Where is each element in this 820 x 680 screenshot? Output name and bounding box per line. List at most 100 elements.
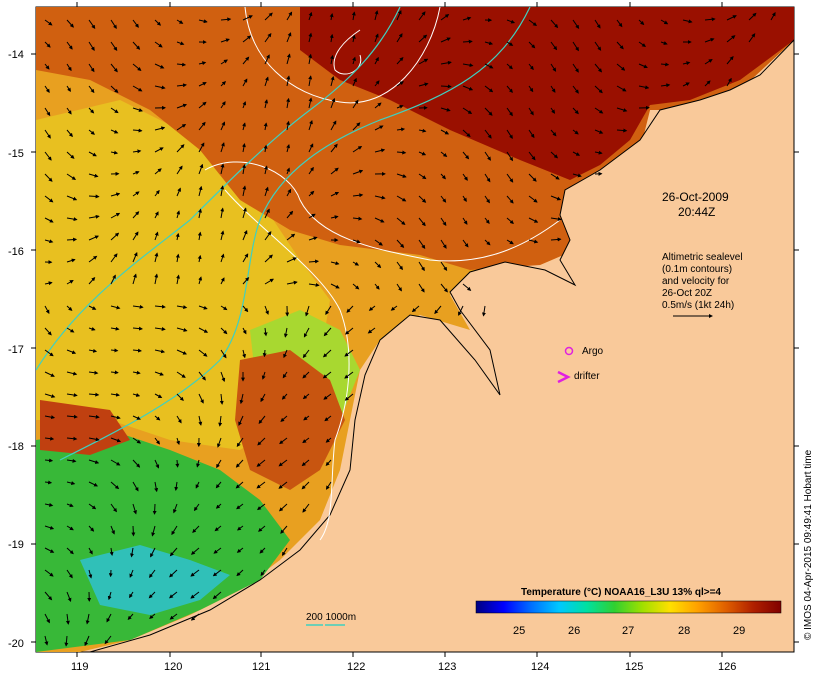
velocity-arrow	[154, 41, 163, 48]
velocity-arrow	[330, 76, 335, 87]
velocity-arrow	[130, 547, 134, 558]
velocity-arrow	[242, 56, 250, 65]
velocity-arrow	[88, 569, 93, 579]
velocity-arrow	[462, 107, 473, 114]
velocity-arrow	[176, 393, 184, 402]
velocity-arrow	[682, 82, 690, 87]
velocity-arrow	[218, 415, 223, 427]
velocity-arrow	[220, 349, 227, 359]
velocity-arrow	[66, 503, 74, 508]
velocity-arrow	[506, 41, 514, 46]
velocity-arrow	[175, 459, 180, 468]
velocity-arrow	[154, 85, 166, 90]
velocity-arrow	[132, 251, 138, 263]
colorbar-tick-label: 28	[678, 625, 690, 637]
velocity-arrow	[396, 283, 402, 292]
velocity-arrow	[198, 142, 205, 153]
velocity-arrow	[440, 261, 448, 272]
velocity-arrow	[242, 349, 247, 359]
velocity-arrow	[396, 104, 404, 109]
velocity-arrow	[44, 591, 53, 601]
velocity-arrow	[44, 349, 54, 357]
axis-ticks	[31, 2, 799, 657]
velocity-arrow	[220, 277, 225, 285]
velocity-arrow	[66, 458, 77, 463]
velocity-arrow	[44, 569, 54, 577]
velocity-arrow	[462, 217, 468, 225]
velocity-arrow	[374, 56, 379, 65]
velocity-arrow	[84, 635, 90, 647]
velocity-arrow	[481, 305, 486, 317]
sealevel-contour-4	[333, 29, 362, 75]
velocity-arrow	[169, 547, 178, 557]
velocity-arrow	[66, 393, 78, 398]
velocity-arrow	[88, 276, 96, 285]
velocity-arrow	[462, 283, 472, 291]
velocity-arrow	[352, 261, 360, 266]
velocity-arrow	[44, 281, 53, 286]
velocity-arrow	[440, 84, 452, 89]
velocity-arrow	[44, 173, 53, 182]
velocity-arrow	[330, 143, 338, 153]
velocity-arrow	[330, 167, 339, 175]
velocity-arrow	[704, 17, 716, 22]
velocity-arrow	[264, 278, 274, 285]
velocity-arrow	[396, 217, 406, 226]
velocity-arrow	[213, 547, 222, 554]
velocity-arrow	[324, 415, 332, 422]
velocity-arrow	[198, 305, 208, 310]
velocity-arrow	[198, 101, 207, 109]
sea-region-warm-south	[235, 350, 345, 490]
velocity-arrow	[154, 63, 165, 69]
isobath-1000	[59, 7, 531, 461]
velocity-arrow	[286, 120, 290, 131]
velocity-arrow	[278, 459, 288, 467]
velocity-arrow	[281, 393, 288, 400]
velocity-arrow	[154, 189, 160, 197]
velocity-arrow	[396, 239, 405, 248]
colorbar-tick-label: 26	[568, 625, 580, 637]
velocity-arrow	[308, 166, 314, 175]
velocity-arrow	[286, 144, 291, 153]
velocity-arrow	[308, 11, 313, 21]
velocity-arrow	[528, 107, 534, 116]
velocity-arrow	[198, 61, 207, 66]
velocity-arrow	[192, 525, 200, 534]
lon-tick-label: 125	[625, 661, 643, 673]
velocity-arrow	[198, 393, 204, 404]
velocity-arrow	[258, 525, 266, 532]
velocity-arrow	[88, 481, 99, 487]
velocity-arrow	[127, 613, 134, 621]
velocity-arrow	[66, 63, 72, 72]
velocity-arrow	[550, 19, 559, 29]
velocity-arrow	[550, 151, 559, 159]
velocity-arrow	[278, 481, 288, 489]
velocity-arrow	[109, 547, 114, 556]
velocity-arrow	[172, 503, 178, 514]
velocity-arrow	[110, 525, 115, 535]
velocity-arrow	[104, 635, 112, 645]
velocity-arrow	[154, 231, 159, 241]
velocity-arrow	[374, 217, 385, 223]
velocity-arrow	[280, 525, 288, 534]
velocity-arrow	[220, 59, 228, 65]
velocity-arrow	[198, 185, 203, 197]
velocity-arrow	[169, 613, 178, 620]
velocity-arrow	[616, 128, 628, 133]
velocity-arrow	[374, 195, 386, 200]
velocity-arrow	[506, 129, 513, 140]
velocity-arrow	[528, 173, 537, 182]
lat-tick-label: -14	[8, 49, 24, 61]
velocity-arrow	[308, 53, 313, 65]
velocity-arrow	[308, 143, 314, 153]
colorbar-tick-label: 25	[513, 625, 525, 637]
velocity-arrow	[44, 502, 54, 507]
bathymetry-label: 200 1000m	[306, 612, 356, 623]
velocity-arrow	[152, 503, 157, 515]
velocity-arrow	[286, 53, 291, 65]
velocity-arrow	[110, 274, 116, 285]
velocity-arrow	[65, 613, 70, 625]
velocity-arrow	[484, 107, 493, 116]
velocity-arrow	[169, 591, 178, 599]
velocity-arrow	[220, 121, 226, 131]
